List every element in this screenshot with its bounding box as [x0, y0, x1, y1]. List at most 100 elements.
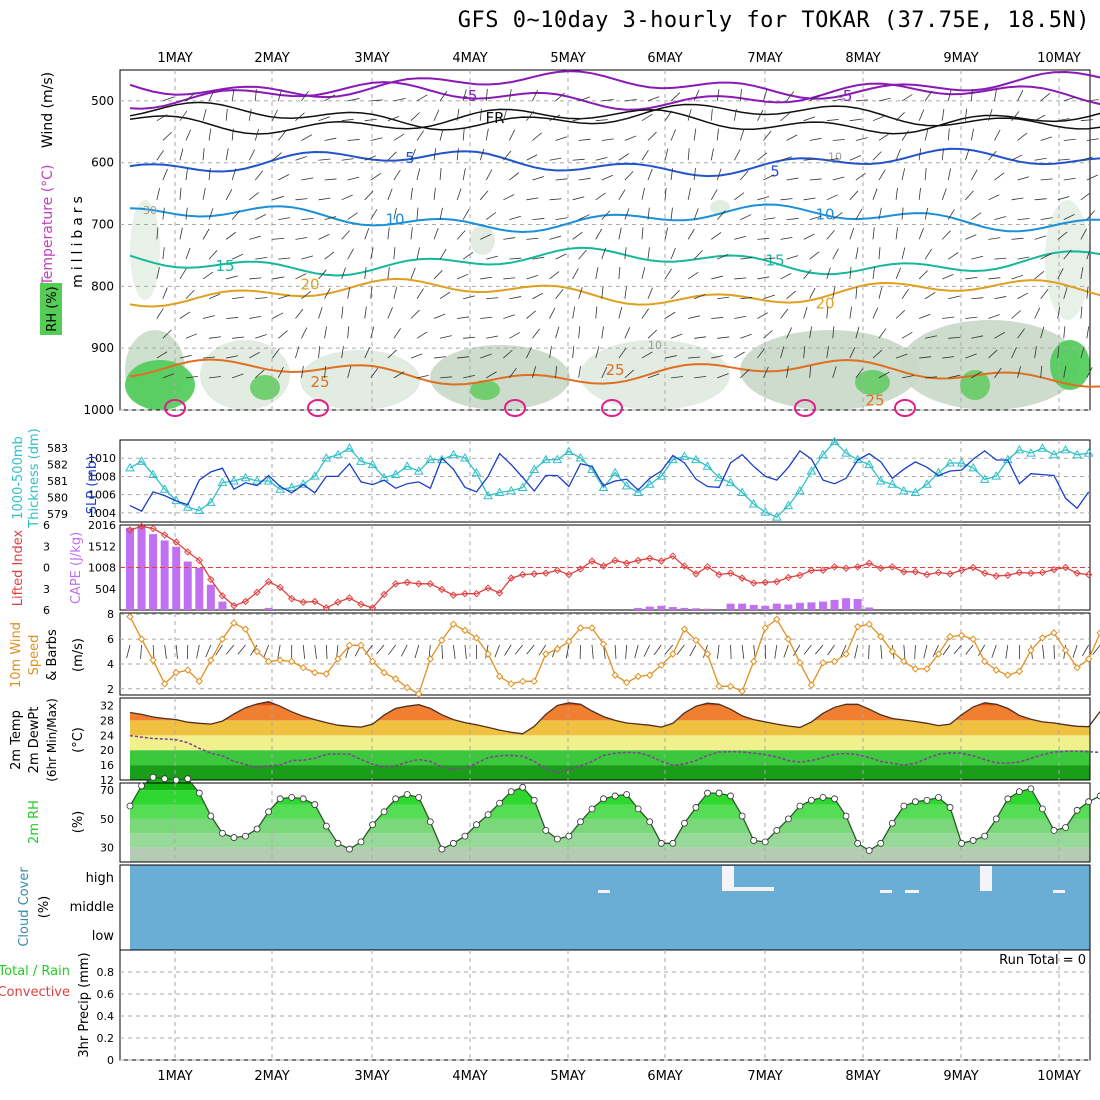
- li-point: [160, 531, 169, 539]
- wind-barb: [318, 158, 331, 161]
- cloud-label: Cloud Cover: [17, 867, 32, 947]
- wind-barb: [670, 290, 680, 300]
- wind-barb: [601, 247, 607, 260]
- wind-barb-10m: [388, 644, 396, 655]
- li-point: [830, 563, 839, 571]
- wind-point: [1084, 655, 1093, 663]
- thickness-point: [321, 453, 332, 462]
- wind-point: [426, 655, 435, 663]
- rh-point: [276, 795, 284, 803]
- li-point: [969, 563, 977, 572]
- rh-point: [565, 832, 573, 840]
- wind-tick: 8: [107, 608, 114, 621]
- cape-bar: [853, 599, 862, 610]
- rh-shade: [200, 340, 290, 410]
- wind-point: [1061, 646, 1070, 654]
- thickness-point: [275, 484, 286, 493]
- wind-point: [264, 657, 273, 666]
- wind-barb: [780, 308, 789, 319]
- wind-barb: [208, 336, 221, 339]
- wind-point: [900, 657, 908, 666]
- wind-barb: [716, 88, 720, 101]
- wind-barb: [664, 268, 672, 280]
- wind-barb: [347, 98, 360, 102]
- wind-barb: [786, 177, 799, 181]
- wind-barb: [687, 148, 690, 161]
- wind-barb: [849, 347, 856, 359]
- wind-barb: [526, 154, 538, 161]
- wind-barb: [693, 293, 706, 300]
- wind-barb: [509, 332, 521, 339]
- li-point: [230, 602, 238, 610]
- thickness-point: [783, 500, 794, 510]
- wind-barb-10m: [226, 644, 235, 655]
- wind-barb: [532, 89, 538, 102]
- wind-barb-10m: [175, 644, 178, 659]
- wind-barb: [231, 210, 241, 220]
- wind-barb: [549, 198, 562, 201]
- wind-barb: [301, 255, 314, 260]
- wind-point: [542, 650, 550, 658]
- thickness-point: [691, 454, 701, 464]
- thickness-point: [1072, 449, 1082, 459]
- wind-barb: [179, 187, 182, 200]
- wind-barb: [347, 286, 351, 299]
- contour-label: 10: [815, 206, 834, 224]
- wind-barb: [324, 326, 327, 339]
- wind-point: [830, 657, 839, 666]
- wind-barb: [578, 365, 581, 378]
- wind-barb: [924, 168, 927, 181]
- wind-barb: [1086, 286, 1089, 299]
- wind-barb: [387, 227, 390, 240]
- wind-point: [576, 624, 585, 632]
- wind-barb: [832, 366, 837, 378]
- wind-barb: [526, 347, 532, 359]
- thickness-point: [448, 449, 459, 459]
- wind-barb: [601, 366, 608, 379]
- wind-barb: [670, 92, 681, 102]
- wind-barb: [462, 89, 467, 102]
- wind-barb: [618, 117, 631, 122]
- wind-point: [819, 658, 827, 667]
- wind-point: [969, 635, 977, 643]
- wind-barb: [757, 109, 764, 121]
- wind-barb: [693, 250, 703, 260]
- wind-barb: [664, 187, 667, 200]
- wind-barb: [601, 210, 611, 220]
- wind-barb: [803, 233, 815, 240]
- thickness-point: [148, 469, 158, 478]
- li-point: [703, 563, 712, 571]
- wind-barb: [964, 108, 967, 121]
- cape-bar: [126, 527, 134, 610]
- wind-barb: [578, 214, 590, 220]
- thickness-point: [552, 454, 563, 464]
- thickness-point: [390, 469, 401, 478]
- rh-point: [553, 835, 561, 843]
- wind-barb: [410, 267, 416, 280]
- li-point: [796, 571, 804, 579]
- wind-barb: [855, 172, 866, 181]
- li-point: [380, 590, 388, 599]
- wind-point: [669, 650, 677, 658]
- wind-barb: [664, 110, 673, 121]
- rh-point: [796, 802, 804, 810]
- rh-unit: (%): [71, 811, 86, 834]
- cloud-area: [130, 865, 1090, 950]
- li-point: [888, 563, 897, 571]
- cape-bar: [865, 607, 874, 610]
- wind-point: [738, 687, 746, 695]
- wind-barb: [826, 267, 831, 280]
- wind-barb: [462, 168, 466, 181]
- wind-barb: [832, 139, 845, 141]
- li-point: [276, 583, 284, 592]
- wind-barb: [433, 313, 446, 319]
- thickness-point: [425, 454, 436, 464]
- rh-point: [380, 808, 388, 816]
- wind-barb: [347, 139, 360, 141]
- wind-barb: [872, 188, 878, 200]
- wind-barb: [232, 373, 244, 379]
- li-point: [576, 565, 585, 573]
- wind-barb-10m: [152, 644, 155, 659]
- wind-barb: [763, 130, 772, 141]
- wind-barb: [924, 128, 929, 141]
